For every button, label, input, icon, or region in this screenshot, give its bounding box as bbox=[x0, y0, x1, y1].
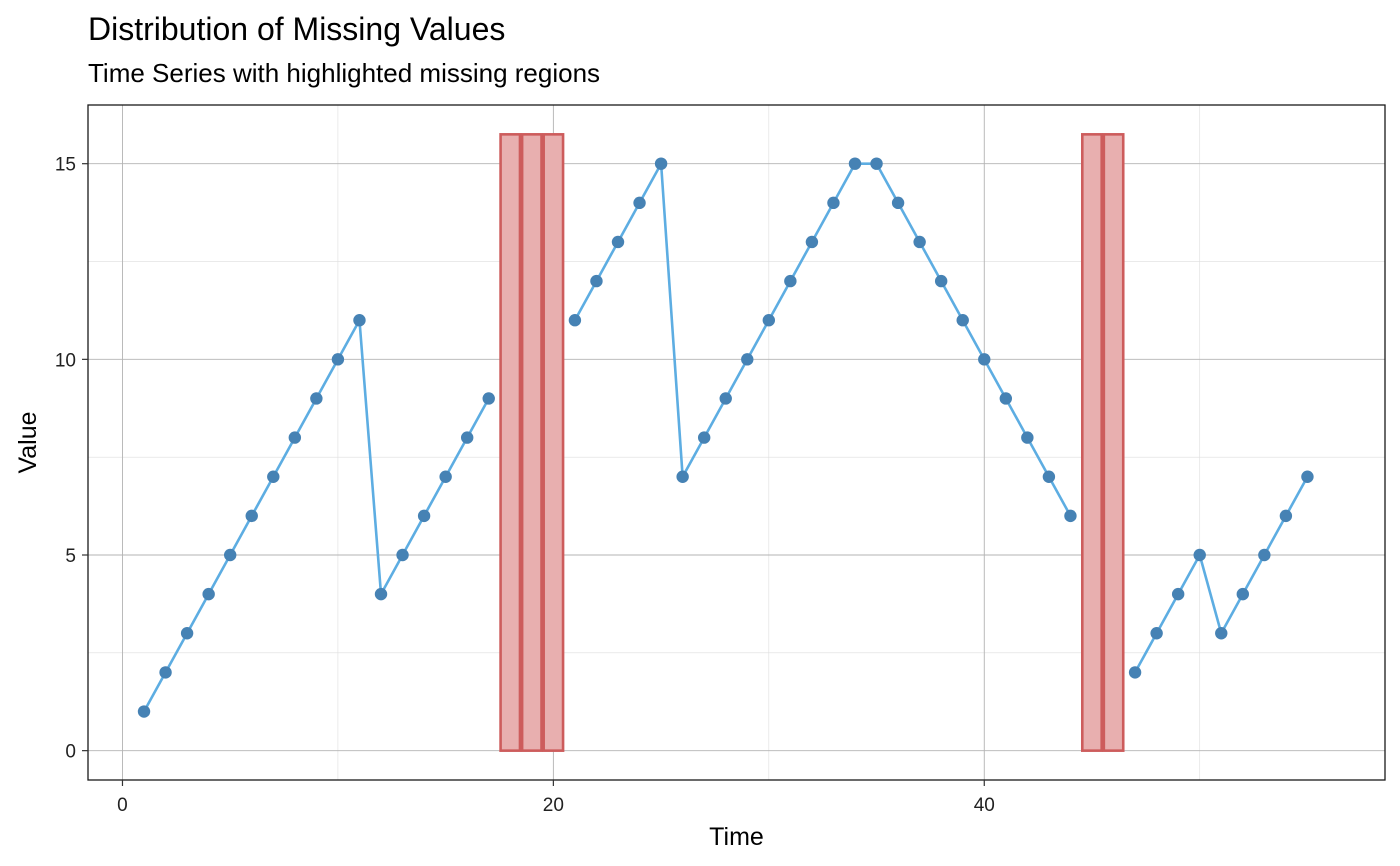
data-point bbox=[180, 627, 194, 640]
data-point bbox=[697, 431, 711, 444]
data-point bbox=[978, 353, 991, 366]
data-point bbox=[891, 196, 905, 210]
data-point bbox=[1042, 470, 1056, 483]
data-point bbox=[267, 470, 280, 483]
missing-region-bar bbox=[499, 133, 522, 752]
data-point bbox=[1021, 431, 1034, 444]
data-point bbox=[1258, 548, 1271, 562]
axes: 0 20 40 0 5 10 15 bbox=[55, 155, 995, 816]
data-point bbox=[1279, 509, 1293, 523]
data-point bbox=[137, 705, 151, 718]
y-tick-label: 0 bbox=[65, 742, 76, 763]
data-point bbox=[762, 314, 776, 327]
data-point bbox=[396, 548, 409, 562]
data-point bbox=[353, 314, 366, 327]
data-point bbox=[159, 666, 172, 679]
data-point bbox=[719, 392, 732, 405]
data-point bbox=[676, 470, 689, 483]
data-point bbox=[590, 274, 603, 288]
missing-region-bar bbox=[1080, 133, 1103, 752]
data-point bbox=[784, 274, 797, 288]
series-points bbox=[137, 157, 1314, 718]
data-point bbox=[1301, 470, 1314, 483]
x-tick-label: 0 bbox=[117, 795, 128, 816]
x-tick-label: 20 bbox=[543, 795, 564, 816]
data-point bbox=[245, 509, 258, 523]
data-point bbox=[482, 392, 495, 405]
data-point bbox=[568, 314, 582, 327]
chart-subtitle: Time Series with highlighted missing reg… bbox=[88, 58, 600, 88]
data-point bbox=[654, 157, 668, 170]
x-axis-title: Time bbox=[709, 823, 764, 851]
data-point bbox=[848, 157, 862, 170]
data-point bbox=[223, 548, 237, 562]
data-point bbox=[1128, 666, 1142, 679]
x-tick-label: 40 bbox=[974, 795, 995, 816]
data-point bbox=[331, 353, 345, 366]
plot-panel-border bbox=[87, 104, 1386, 781]
y-tick-label: 10 bbox=[55, 350, 76, 371]
missing-regions bbox=[499, 133, 1125, 752]
data-point bbox=[999, 392, 1013, 405]
data-point bbox=[1150, 627, 1163, 640]
data-point bbox=[1064, 509, 1077, 523]
chart-title: Distribution of Missing Values bbox=[88, 11, 505, 47]
y-tick-label: 15 bbox=[55, 155, 76, 176]
series-line bbox=[1133, 476, 1309, 674]
data-point bbox=[611, 235, 625, 249]
y-axis-title: Value bbox=[14, 411, 42, 473]
data-point bbox=[1171, 587, 1185, 601]
data-point bbox=[202, 587, 215, 601]
data-point bbox=[633, 196, 646, 210]
data-point bbox=[1236, 587, 1250, 601]
data-point bbox=[956, 314, 969, 327]
data-point bbox=[1193, 548, 1206, 562]
y-tick-label: 5 bbox=[65, 546, 76, 567]
data-point bbox=[827, 196, 840, 210]
series-lines bbox=[142, 162, 1309, 713]
data-point bbox=[1215, 627, 1228, 640]
data-point bbox=[460, 431, 474, 444]
data-point bbox=[805, 235, 819, 249]
data-point bbox=[439, 470, 452, 483]
data-point bbox=[417, 509, 431, 523]
missing-region-bar bbox=[1102, 133, 1125, 752]
data-point bbox=[288, 431, 302, 444]
data-point bbox=[934, 274, 948, 288]
missing-region-bar bbox=[520, 133, 543, 752]
data-point bbox=[870, 157, 883, 170]
missing-region-bar bbox=[542, 133, 565, 752]
series-line bbox=[573, 162, 1072, 517]
data-point bbox=[374, 587, 388, 601]
data-point bbox=[310, 392, 323, 405]
data-point bbox=[913, 235, 926, 249]
grid bbox=[88, 105, 1385, 780]
data-point bbox=[741, 353, 754, 366]
